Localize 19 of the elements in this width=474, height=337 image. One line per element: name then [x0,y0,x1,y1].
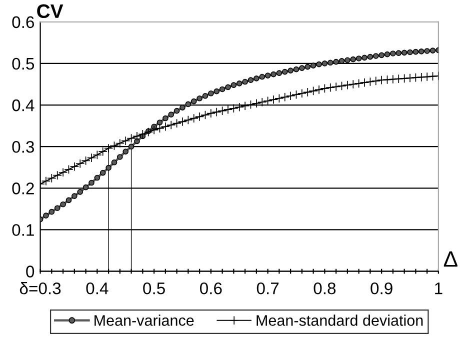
legend-label: Mean-variance [94,314,194,326]
y-tick-label: 0.5 [12,58,34,70]
x-tick-label: 0.6 [200,282,222,294]
x-tick-label: 0.9 [370,282,392,294]
x-tick-label: 1 [435,282,442,294]
x-tick-label: 0.7 [256,282,279,294]
y-tick-label: 0.2 [12,182,34,194]
y-tick-label: 0.1 [12,224,34,236]
y-tick-label: 0.6 [12,16,34,28]
y-tick-label: 0.4 [12,99,34,112]
y-tick-label: 0 [26,266,34,278]
y-tick-label: 0.3 [12,140,34,153]
x-tick-label: δ=0.3 [20,282,61,294]
x-axis-title: Δ [444,251,458,267]
x-tick-label: 0.8 [314,282,336,294]
x-tick-label: 0.5 [143,282,165,294]
legend-label: Mean-standard deviation [256,314,423,326]
y-axis-title: CV [37,4,64,18]
x-tick-label: 0.4 [86,282,108,294]
